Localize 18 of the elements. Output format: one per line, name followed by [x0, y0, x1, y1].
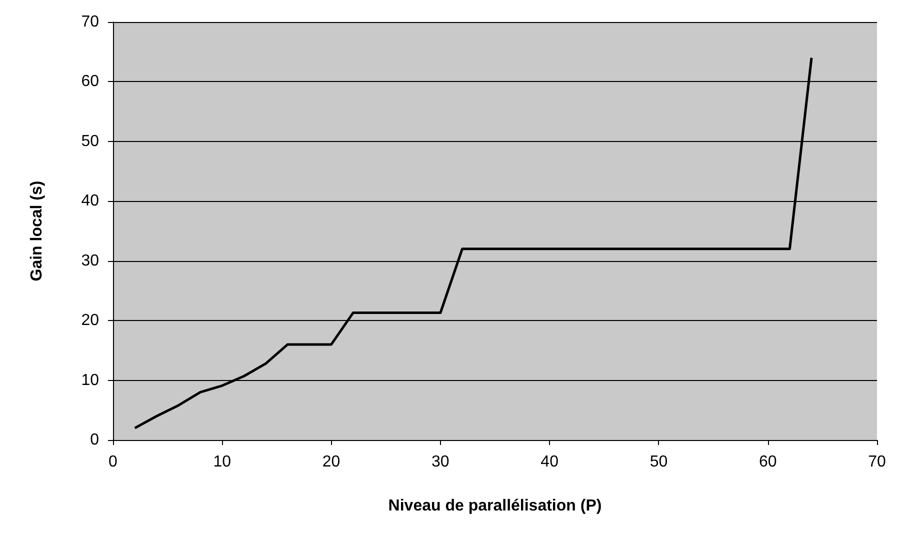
y-tick-label: 40 — [81, 192, 100, 210]
x-tick-label: 40 — [540, 454, 559, 470]
x-tick-label: 60 — [758, 454, 777, 470]
x-tick-label: 50 — [650, 454, 668, 470]
x-tick-label: 70 — [868, 454, 886, 470]
y-tick-label: 60 — [81, 73, 100, 90]
y-tick-label: 0 — [90, 432, 100, 448]
x-tick-label: 20 — [322, 454, 340, 470]
y-tick-label: 10 — [81, 372, 100, 389]
x-tick-label: 0 — [108, 454, 118, 470]
y-tick-label: 50 — [81, 132, 100, 150]
x-axis-title: Niveau de parallélisation (P) — [388, 498, 602, 514]
y-axis-title: Gain local (s) — [28, 180, 46, 282]
y-tick-label: 20 — [81, 312, 100, 330]
y-tick-label: 70 — [81, 14, 100, 30]
y-tick-label: 30 — [81, 252, 100, 270]
x-tick-label: 10 — [213, 454, 232, 470]
x-tick-label: 30 — [432, 454, 450, 470]
